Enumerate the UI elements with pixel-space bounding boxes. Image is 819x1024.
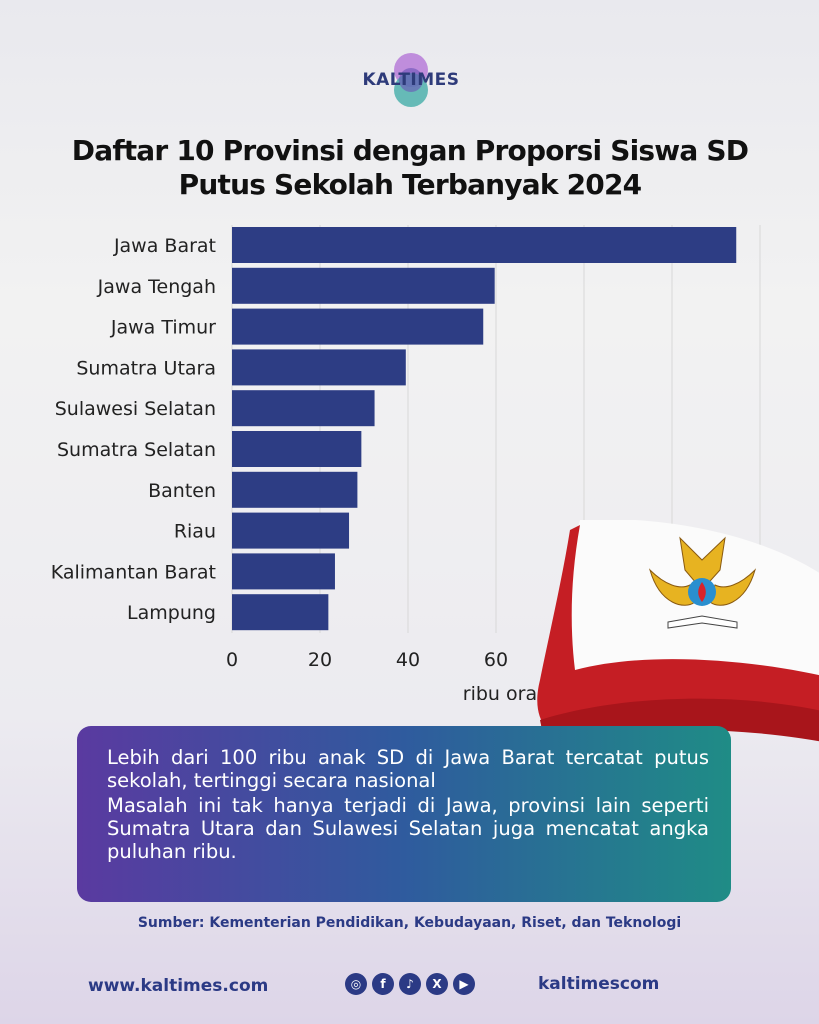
bar	[232, 390, 375, 427]
x-tick-label: 40	[396, 649, 420, 671]
category-label: Jawa Barat	[113, 235, 216, 257]
info-paragraph-1: Lebih dari 100 ribu anak SD di Jawa Bara…	[107, 746, 709, 792]
category-label: Lampung	[127, 602, 216, 624]
category-label: Jawa Tengah	[97, 276, 216, 298]
tiktok-icon[interactable]: ♪	[399, 973, 421, 995]
x-tick-label: 0	[226, 649, 238, 671]
title-line-1: Daftar 10 Provinsi dengan Proporsi Siswa…	[71, 134, 749, 167]
bar	[232, 349, 406, 386]
bar	[232, 267, 495, 304]
social-icons: ◎ f ♪ X ▶	[345, 973, 475, 997]
instagram-icon[interactable]: ◎	[345, 973, 367, 995]
logo-text: KALTIMES	[362, 70, 460, 90]
bar-chart: Jawa Barat Jawa Tengah Jawa Timur Sumatra U…	[51, 225, 778, 700]
school-cap-illustration	[537, 520, 819, 745]
title-line-2: Putus Sekolah Terbanyak 2024	[178, 168, 643, 201]
facebook-icon[interactable]: f	[372, 973, 394, 995]
youtube-icon[interactable]: ▶	[453, 973, 475, 995]
bar	[232, 471, 358, 508]
x-tick-label: 60	[484, 649, 508, 671]
info-box: Lebih dari 100 ribu anak SD di Jawa Bara…	[77, 726, 731, 902]
page-title: Daftar 10 Provinsi dengan Proporsi Siswa…	[20, 134, 800, 202]
bar	[232, 308, 484, 345]
x-icon[interactable]: X	[426, 973, 448, 995]
social-handle[interactable]: kaltimescom	[538, 974, 660, 994]
category-label: Sumatra Selatan	[57, 439, 216, 461]
website-link[interactable]: www.kaltimes.com	[88, 976, 269, 996]
bar	[232, 431, 362, 467]
category-label: Sulawesi Selatan	[55, 398, 216, 420]
bar	[232, 594, 329, 631]
tut-wuri-handayani-emblem-icon	[648, 536, 757, 629]
logo-rings-icon	[394, 53, 428, 107]
bar	[232, 512, 350, 549]
category-label: Sumatra Utara	[76, 357, 216, 379]
category-label: Jawa Timur	[110, 317, 216, 339]
source-note: Sumber: Kementerian Pendidikan, Kebudaya…	[137, 915, 682, 931]
x-axis-label: ribu orang	[463, 683, 561, 700]
category-label: Banten	[148, 480, 216, 502]
info-paragraph-2: Masalah ini tak hanya terjadi di Jawa, p…	[107, 794, 709, 863]
bar	[232, 227, 737, 263]
bar	[232, 553, 335, 590]
kaltimes-logo: KALTIMES	[356, 50, 466, 110]
category-label: Riau	[174, 521, 216, 543]
category-label: Kalimantan Barat	[51, 561, 216, 583]
x-tick-label: 20	[308, 649, 332, 671]
